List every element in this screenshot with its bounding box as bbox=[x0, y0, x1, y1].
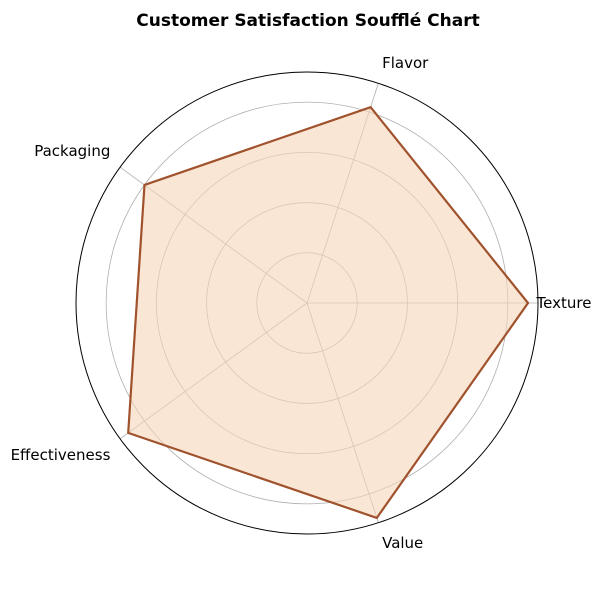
axis-label-effectiveness: Effectiveness bbox=[11, 446, 111, 464]
axis-label-packaging: Packaging bbox=[34, 142, 110, 160]
axis-label-value: Value bbox=[382, 534, 423, 552]
label-layer: Texture Flavor Packaging Effectiveness Value bbox=[11, 54, 592, 552]
outer-frame bbox=[75, 71, 539, 535]
data-layer bbox=[127, 105, 530, 520]
series-line bbox=[127, 105, 530, 520]
axis-label-texture: Texture bbox=[536, 294, 592, 312]
axis-label-flavor: Flavor bbox=[382, 54, 429, 72]
chart-title: Customer Satisfaction Soufflé Chart bbox=[136, 11, 479, 31]
series-area bbox=[128, 107, 528, 518]
